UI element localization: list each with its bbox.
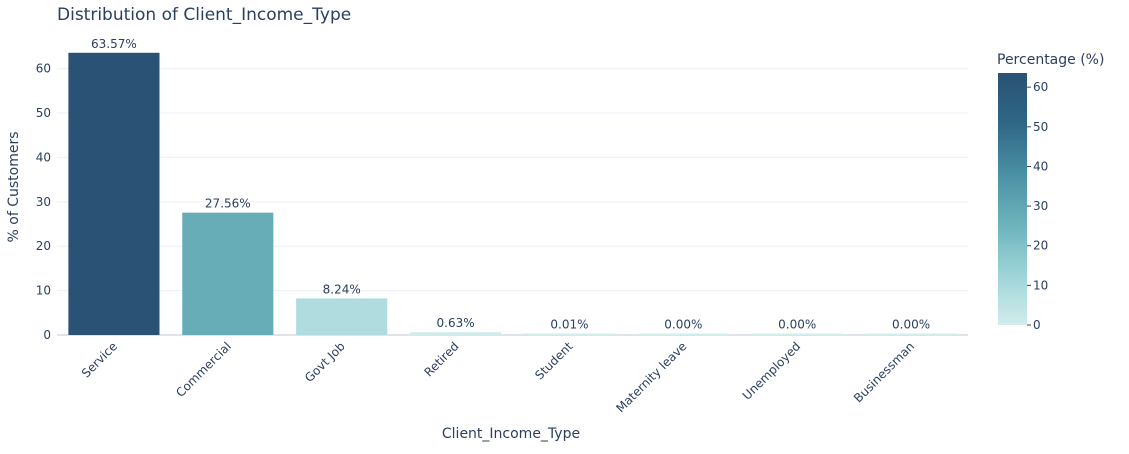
bar-retired[interactable] bbox=[410, 332, 502, 335]
x-tick-label: Service bbox=[79, 339, 120, 380]
bar-student[interactable] bbox=[523, 333, 615, 336]
bar-service[interactable] bbox=[68, 52, 160, 335]
bar-maternity-leave[interactable] bbox=[637, 333, 729, 336]
x-tick-label: Businessman bbox=[851, 339, 917, 405]
bar-govt-job[interactable] bbox=[296, 298, 388, 335]
bar-commercial[interactable] bbox=[182, 212, 274, 335]
colorbar-tick-label: 20 bbox=[1033, 239, 1048, 253]
bar-value-label: 0.00% bbox=[664, 318, 702, 332]
colorbar-tick-label: 30 bbox=[1033, 199, 1048, 213]
colorbar-tick-label: 0 bbox=[1033, 318, 1041, 332]
bar-value-label: 63.57% bbox=[91, 37, 137, 51]
colorbar-tick-label: 40 bbox=[1033, 159, 1048, 173]
colorbar-tick-label: 60 bbox=[1033, 80, 1048, 94]
colorbar-tick-label: 50 bbox=[1033, 120, 1048, 134]
x-tick-label: Maternity leave bbox=[613, 339, 689, 415]
bar-businessman[interactable] bbox=[865, 333, 957, 336]
x-tick-label: Unemployed bbox=[740, 339, 804, 403]
chart-title: Distribution of Client_Income_Type bbox=[57, 5, 351, 25]
y-tick-label: 0 bbox=[43, 328, 51, 342]
y-tick-label: 10 bbox=[36, 284, 51, 298]
x-tick-label: Commercial bbox=[173, 339, 234, 400]
colorbar-title: Percentage (%) bbox=[997, 52, 1104, 68]
colorbar-tick-label: 10 bbox=[1033, 278, 1048, 292]
bar-value-label: 0.00% bbox=[892, 318, 930, 332]
y-tick-label: 50 bbox=[36, 106, 51, 120]
y-tick-label: 20 bbox=[36, 239, 51, 253]
bar-value-label: 27.56% bbox=[205, 197, 251, 211]
x-tick-label: Retired bbox=[421, 339, 461, 379]
bar-value-label: 0.63% bbox=[437, 316, 475, 330]
x-tick-label: Student bbox=[532, 339, 576, 383]
y-tick-label: 30 bbox=[36, 195, 51, 209]
bar-value-label: 8.24% bbox=[323, 282, 361, 296]
colorbar bbox=[998, 73, 1027, 325]
x-axis-title: Client_Income_Type bbox=[442, 426, 580, 442]
bar-value-label: 0.00% bbox=[778, 318, 816, 332]
y-axis-title: % of Customers bbox=[6, 132, 22, 243]
bar-value-label: 0.01% bbox=[550, 318, 588, 332]
y-tick-label: 60 bbox=[36, 62, 51, 76]
y-tick-label: 40 bbox=[36, 150, 51, 164]
x-tick-label: Govt Job bbox=[302, 339, 348, 385]
bar-unemployed[interactable] bbox=[751, 333, 843, 336]
